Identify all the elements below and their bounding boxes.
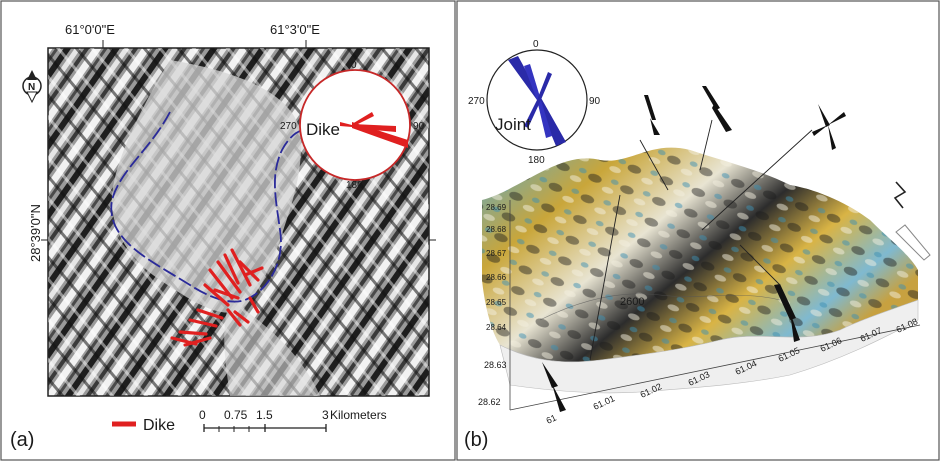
lon-label-2: 61°3'0"E bbox=[270, 22, 320, 37]
joint-glyph-4 bbox=[774, 284, 800, 342]
dike-rose-tick-east: 90 bbox=[413, 121, 425, 132]
lon-label-1: 61°0'0"E bbox=[65, 22, 115, 37]
scale-tick-1: 0.75 bbox=[224, 408, 248, 422]
panel-b: 28.69 28.68 28.67 28.66 28.65 28.64 28.6… bbox=[464, 39, 931, 451]
y-tick-label: 28.69 bbox=[486, 203, 507, 212]
dike-rose-petal-2 bbox=[352, 124, 396, 132]
panel-b-frame bbox=[456, 0, 940, 461]
joint-rose-tick-north: 0 bbox=[533, 39, 539, 50]
alluvial-plain bbox=[111, 60, 301, 313]
x-axis bbox=[509, 324, 921, 411]
joint-glyph-3 bbox=[812, 104, 846, 150]
dike-rose-tick-west: 270 bbox=[280, 121, 297, 132]
y-tick-label: 28.65 bbox=[486, 298, 507, 307]
dike-rose-petal-4 bbox=[340, 122, 352, 127]
y-tick-label: 28.67 bbox=[486, 249, 507, 258]
terrain-texture bbox=[482, 147, 918, 362]
y-tick-label: 28.66 bbox=[486, 273, 507, 282]
joint-rose-label: Joint bbox=[495, 115, 531, 134]
joint-rose-glyphs bbox=[542, 86, 846, 412]
x-tick-label: 61 bbox=[545, 413, 558, 426]
y-tick-label: 28.64 bbox=[486, 323, 507, 332]
dike-rose: 0 90 180 270 Dike bbox=[280, 60, 425, 191]
leader-arrows bbox=[589, 119, 813, 361]
panel-a-label: (a) bbox=[10, 429, 34, 451]
contour-label: 2600 bbox=[620, 296, 644, 308]
dike-lines bbox=[170, 248, 264, 347]
alluvial-plain-south bbox=[224, 300, 320, 396]
joint-rose-tick-west: 270 bbox=[468, 96, 485, 107]
joint-rose: 0 90 180 270 Joint bbox=[468, 39, 601, 166]
dike-rose-petal-3 bbox=[352, 112, 374, 127]
joint-glyph-2 bbox=[702, 86, 732, 132]
y-tick-label: 28.63 bbox=[484, 360, 507, 370]
joint-glyph-5 bbox=[542, 362, 566, 412]
dike-rose-label: Dike bbox=[306, 120, 340, 139]
scale-tick-0: 0 bbox=[199, 408, 206, 422]
scale-unit: Kilometers bbox=[330, 408, 387, 422]
y-tick-labels: 28.69 28.68 28.67 28.66 28.65 28.64 28.6… bbox=[478, 203, 507, 407]
north-arrow-icon: N bbox=[22, 70, 42, 104]
contour-line bbox=[539, 293, 781, 321]
dike-rose-tick-south: 180 bbox=[346, 180, 363, 191]
terrain-base bbox=[499, 299, 919, 394]
scale-bar: 0 0.75 1.5 3 Kilometers bbox=[199, 408, 387, 432]
north-arrow-letter: N bbox=[28, 82, 35, 93]
y-tick-label: 28.68 bbox=[486, 225, 507, 234]
lat-label: 28°39'0"N bbox=[28, 204, 43, 262]
joint-rose-tick-east: 90 bbox=[589, 96, 601, 107]
north-arrow-3d-icon bbox=[893, 181, 931, 261]
panel-b-label: (b) bbox=[464, 429, 488, 451]
joint-rose-petal-3 bbox=[524, 72, 552, 128]
joint-rose-tick-south: 180 bbox=[528, 155, 545, 166]
y-tick-label: 28.62 bbox=[478, 397, 501, 407]
panel-a: 61°0'0"E 61°3'0"E bbox=[10, 22, 436, 451]
x-tick-label: 61.01 bbox=[592, 393, 617, 412]
legend-dike-label: Dike bbox=[143, 417, 175, 434]
scale-tick-3: 3 bbox=[322, 408, 329, 422]
dike-rose-tick-north: 0 bbox=[351, 60, 357, 71]
joint-rose-petal-main bbox=[508, 56, 566, 146]
panel-a-frame bbox=[0, 0, 456, 461]
scale-tick-2: 1.5 bbox=[256, 408, 273, 422]
joint-glyph-1 bbox=[644, 95, 660, 135]
